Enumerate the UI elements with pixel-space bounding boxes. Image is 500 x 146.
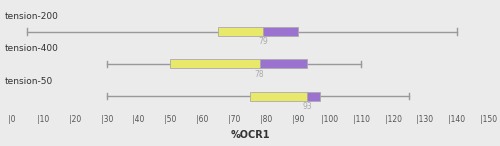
Bar — [308, 92, 320, 101]
Text: tension-200: tension-200 — [5, 12, 59, 21]
Bar — [260, 59, 308, 68]
Text: tension-50: tension-50 — [5, 77, 53, 86]
Bar — [262, 27, 298, 36]
Bar — [250, 92, 308, 101]
X-axis label: %OCR1: %OCR1 — [230, 130, 270, 140]
Bar — [170, 59, 260, 68]
Bar — [218, 27, 262, 36]
Text: 78: 78 — [254, 70, 264, 79]
Text: 93: 93 — [302, 102, 312, 111]
Text: tension-400: tension-400 — [5, 45, 59, 53]
Text: 79: 79 — [258, 37, 268, 46]
